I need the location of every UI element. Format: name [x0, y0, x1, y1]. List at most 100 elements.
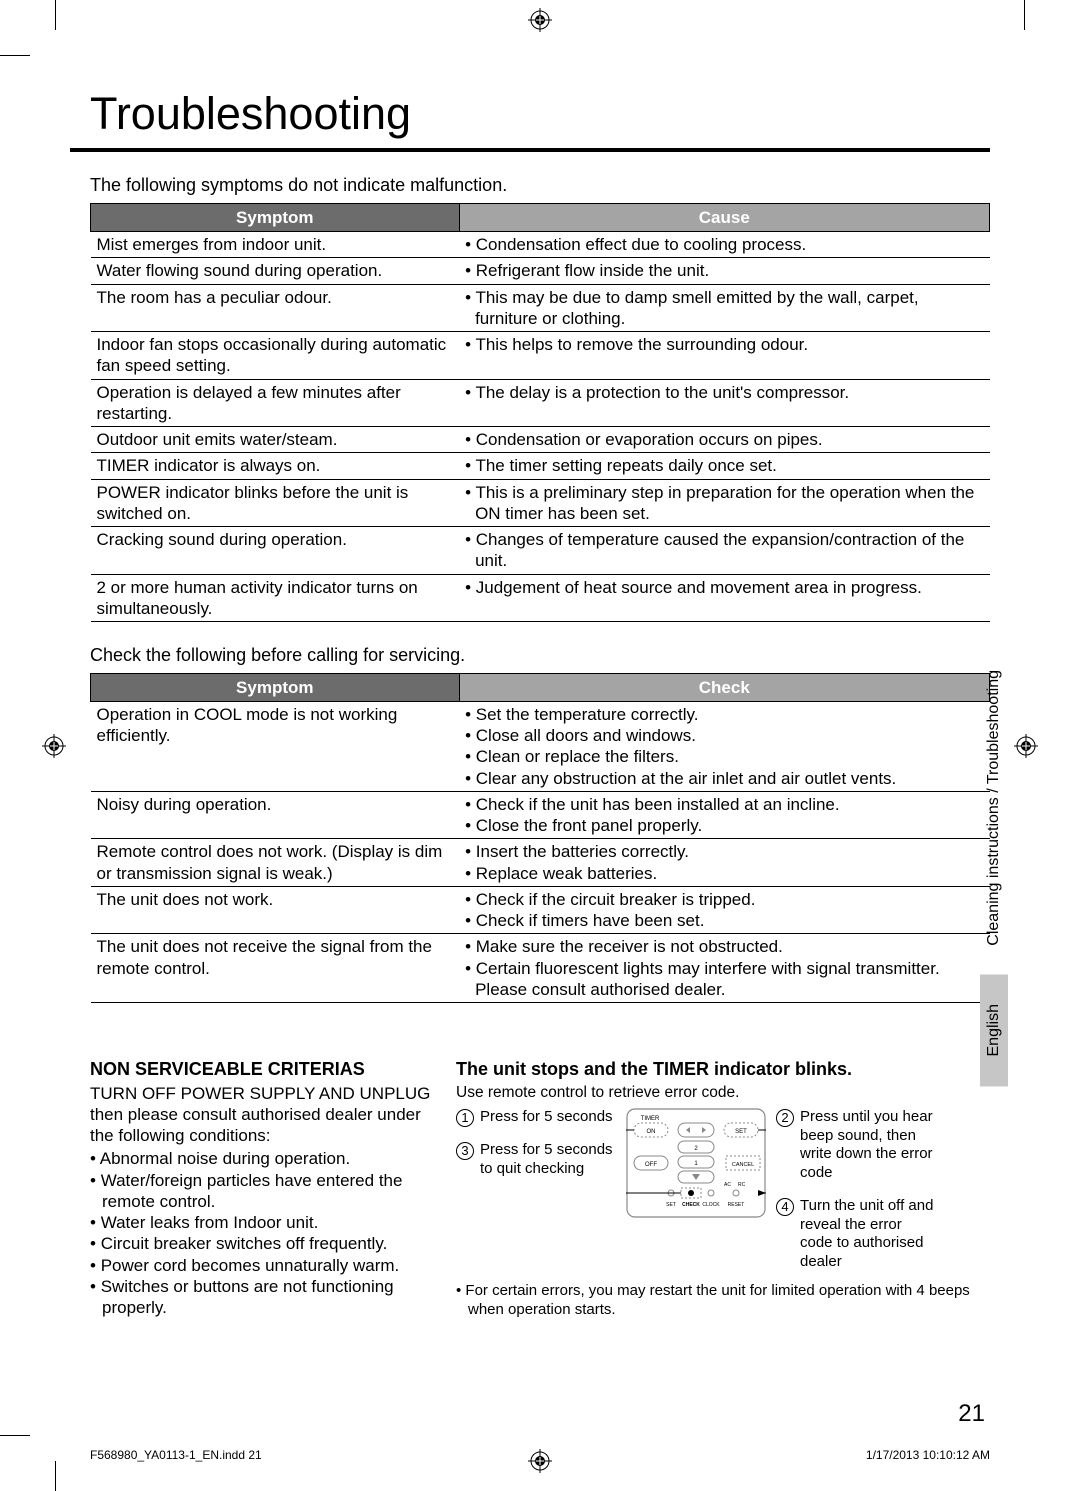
svg-text:SET: SET [666, 1202, 676, 1208]
table-header-cause: Cause [459, 203, 989, 231]
symptom-check-table: Symptom Check Operation in COOL mode is … [90, 673, 990, 1004]
table-header-symptom: Symptom [91, 203, 460, 231]
cause-cell: Check if the unit has been installed at … [459, 791, 989, 839]
footer-timestamp: 1/17/2013 10:10:12 AM [866, 1448, 990, 1463]
cause-item: Condensation effect due to cooling proce… [465, 234, 983, 255]
cause-item: Close all doors and windows. [465, 725, 983, 746]
cause-item: Replace weak batteries. [465, 863, 983, 884]
intro-text-2: Check the following before calling for s… [90, 644, 990, 667]
cause-cell: Judgement of heat source and movement ar… [459, 574, 989, 622]
cause-item: Clean or replace the filters. [465, 746, 983, 767]
registration-mark-icon [528, 1449, 552, 1473]
symptom-cell: Indoor fan stops occasionally during aut… [91, 332, 460, 380]
page-number: 21 [958, 1399, 985, 1429]
cause-item: This is a preliminary step in preparatio… [465, 482, 983, 525]
cause-cell: This helps to remove the surrounding odo… [459, 332, 989, 380]
footer-file-info: F568980_YA0113-1_EN.indd 21 [90, 1448, 262, 1463]
symptom-cell: The room has a peculiar odour. [91, 284, 460, 332]
step-3: 3 Press for 5 seconds to quit checking [456, 1141, 616, 1179]
svg-text:RESET: RESET [728, 1202, 745, 1208]
svg-text:CHECK: CHECK [682, 1202, 700, 1208]
cause-item: Certain fluorescent lights may interfere… [465, 958, 983, 1001]
step-number-icon: 4 [776, 1198, 794, 1216]
timer-heading: The unit stops and the TIMER indicator b… [456, 1058, 990, 1081]
cause-cell: The delay is a protection to the unit's … [459, 379, 989, 427]
step-text: Press for 5 seconds [480, 1108, 613, 1127]
cause-item: Check if the circuit breaker is tripped. [465, 889, 983, 910]
cause-item: Clear any obstruction at the air inlet a… [465, 768, 983, 789]
table-row: POWER indicator blinks before the unit i… [91, 479, 990, 527]
cause-cell: Check if the circuit breaker is tripped.… [459, 886, 989, 934]
cause-item: Changes of temperature caused the expans… [465, 529, 983, 572]
step-4: 4 Turn the unit off and reveal the error… [776, 1197, 936, 1272]
table-row: Remote control does not work. (Display i… [91, 839, 990, 887]
cause-cell: Insert the batteries correctly.Replace w… [459, 839, 989, 887]
symptom-cell: The unit does not receive the signal fro… [91, 934, 460, 1003]
symptom-cell: Cracking sound during operation. [91, 527, 460, 575]
step-number-icon: 1 [456, 1109, 474, 1127]
cause-item: The timer setting repeats daily once set… [465, 455, 983, 476]
table-row: The unit does not work.Check if the circ… [91, 886, 990, 934]
nsc-item: Circuit breaker switches off frequently. [90, 1233, 432, 1254]
cause-cell: Set the temperature correctly.Close all … [459, 701, 989, 791]
title-rule [70, 148, 990, 152]
table-row: Outdoor unit emits water/steam.Condensat… [91, 427, 990, 453]
cause-cell: This is a preliminary step in preparatio… [459, 479, 989, 527]
cause-item: Refrigerant flow inside the unit. [465, 260, 983, 281]
step-text: Press for 5 seconds to quit checking [480, 1141, 616, 1179]
symptom-cause-table: Symptom Cause Mist emerges from indoor u… [90, 203, 990, 622]
symptom-cell: 2 or more human activity indicator turns… [91, 574, 460, 622]
nsc-lead: TURN OFF POWER SUPPLY AND UNPLUG then pl… [90, 1084, 430, 1146]
cause-item: The delay is a protection to the unit's … [465, 382, 983, 403]
nsc-item: Abnormal noise during operation. [90, 1148, 432, 1169]
crop-mark [0, 1435, 30, 1436]
nsc-heading: NON SERVICEABLE CRITERIAS [90, 1058, 432, 1081]
svg-text:RC: RC [738, 1182, 746, 1188]
cause-item: This helps to remove the surrounding odo… [465, 334, 983, 355]
symptom-cell: Noisy during operation. [91, 791, 460, 839]
step-2: 2 Press until you hear beep sound, then … [776, 1108, 936, 1183]
registration-mark-icon [528, 8, 552, 32]
timer-blinks-section: The unit stops and the TIMER indicator b… [456, 1058, 990, 1319]
cause-item: Set the temperature correctly. [465, 704, 983, 725]
cause-item: Insert the batteries correctly. [465, 841, 983, 862]
cause-cell: This may be due to damp smell emitted by… [459, 284, 989, 332]
remote-label: TIMER [641, 1116, 660, 1122]
table-row: Cracking sound during operation.Changes … [91, 527, 990, 575]
page-content: Troubleshooting The following symptoms d… [90, 86, 990, 1319]
table-row: Operation in COOL mode is not working ef… [91, 701, 990, 791]
cause-cell: Make sure the receiver is not obstructed… [459, 934, 989, 1003]
step-number-icon: 2 [776, 1109, 794, 1127]
cause-item: This may be due to damp smell emitted by… [465, 287, 983, 330]
cause-item: Condensation or evaporation occurs on pi… [465, 429, 983, 450]
step-1: 1 Press for 5 seconds [456, 1108, 616, 1127]
nsc-item: Water/foreign particles have entered the… [90, 1170, 432, 1213]
step-text: Press until you hear beep sound, then wr… [800, 1108, 936, 1183]
symptom-cell: TIMER indicator is always on. [91, 453, 460, 479]
symptom-cell: Operation is delayed a few minutes after… [91, 379, 460, 427]
svg-text:SET: SET [735, 1129, 747, 1135]
cause-item: Check if timers have been set. [465, 910, 983, 931]
cause-cell: Refrigerant flow inside the unit. [459, 258, 989, 284]
cause-cell: The timer setting repeats daily once set… [459, 453, 989, 479]
symptom-cell: Remote control does not work. (Display i… [91, 839, 460, 887]
svg-text:OFF: OFF [645, 1162, 657, 1168]
table-row: The room has a peculiar odour.This may b… [91, 284, 990, 332]
cause-cell: Condensation effect due to cooling proce… [459, 232, 989, 258]
crop-mark [0, 55, 30, 56]
table-row: TIMER indicator is always on.The timer s… [91, 453, 990, 479]
table-row: Operation is delayed a few minutes after… [91, 379, 990, 427]
table-header-check: Check [459, 673, 989, 701]
symptom-cell: The unit does not work. [91, 886, 460, 934]
registration-mark-icon [42, 734, 66, 758]
language-tab: English [980, 974, 1008, 1086]
svg-text:ON: ON [647, 1129, 656, 1135]
step-text: Turn the unit off and reveal the error c… [800, 1197, 936, 1272]
remote-control-diagram: TIMER ON SET 2 [626, 1108, 766, 1224]
cause-item: Check if the unit has been installed at … [465, 794, 983, 815]
table-row: 2 or more human activity indicator turns… [91, 574, 990, 622]
symptom-cell: POWER indicator blinks before the unit i… [91, 479, 460, 527]
cause-item: Make sure the receiver is not obstructed… [465, 936, 983, 957]
table-header-symptom: Symptom [91, 673, 460, 701]
nsc-item: Water leaks from Indoor unit. [90, 1212, 432, 1233]
